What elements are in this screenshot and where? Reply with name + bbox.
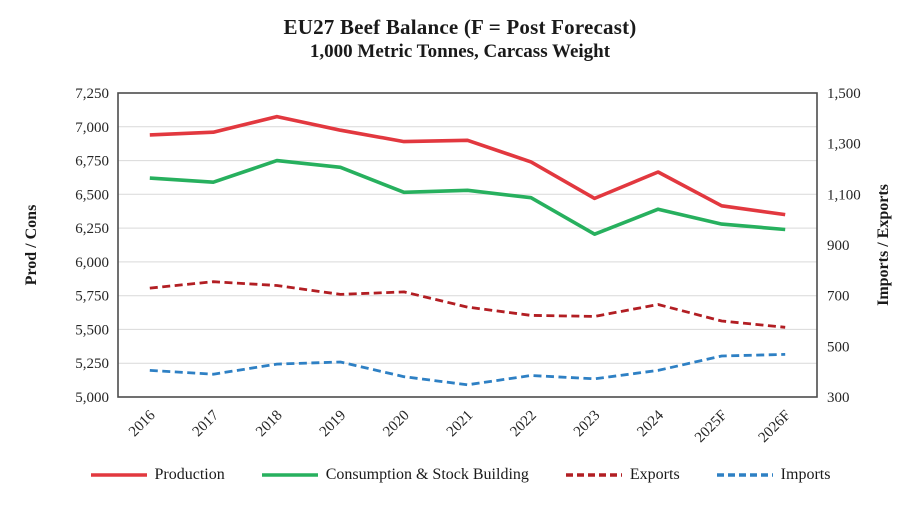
y-left-tick-label: 6,000 — [75, 255, 109, 271]
right-axis-title: Imports / Exports — [875, 184, 892, 306]
legend-swatch-icon — [261, 473, 318, 477]
legend-swatch-icon — [90, 473, 147, 477]
series-line-exports — [149, 280, 786, 329]
legend-label: Consumption & Stock Building — [325, 466, 529, 483]
x-tick-label: 2024 — [634, 407, 667, 440]
y-right-tick-label: 900 — [827, 238, 850, 254]
x-tick-label: 2016 — [126, 407, 159, 440]
x-tick-label: 2025F — [692, 408, 730, 446]
chart-title: EU27 Beef Balance (F = Post Forecast) — [283, 15, 637, 39]
x-tick-label: 2023 — [571, 408, 604, 441]
y-right-tick-label: 1,300 — [827, 137, 861, 153]
x-tick-label: 2019 — [317, 408, 350, 441]
y-left-tick-label: 5,500 — [75, 322, 109, 338]
plot-frame — [117, 92, 818, 398]
x-tick-label: 2022 — [507, 408, 540, 441]
y-left-tick-label: 6,500 — [75, 187, 109, 203]
x-tick-label: 2026F — [756, 408, 794, 446]
y-left-tick-label: 6,750 — [75, 154, 109, 170]
legend-label: Exports — [629, 466, 680, 483]
title-block: EU27 Beef Balance (F = Post Forecast) 1,… — [10, 14, 910, 64]
chart-subtitle: 1,000 Metric Tonnes, Carcass Weight — [309, 41, 611, 63]
y-right-tick-label: 500 — [827, 339, 850, 355]
y-left-tick-label: 5,000 — [75, 390, 109, 406]
x-tick-label: 2018 — [253, 408, 286, 441]
legend-item: Production — [90, 466, 225, 484]
y-right-tick-label: 1,500 — [827, 86, 861, 102]
y-left-tick-label: 6,250 — [75, 221, 109, 237]
legend-swatch-icon — [716, 473, 773, 477]
y-right-tick-label: 700 — [827, 289, 850, 305]
y-left-tick-label: 7,250 — [75, 86, 109, 102]
legend-label: Production — [154, 466, 225, 483]
series-line-imports — [149, 353, 786, 387]
legend-label: Imports — [780, 466, 831, 483]
y-right-tick-label: 1,100 — [827, 187, 861, 203]
y-left-tick-label: 5,750 — [75, 289, 109, 305]
y-left-tick-label: 7,000 — [75, 120, 109, 136]
left-axis-title: Prod / Cons — [23, 204, 40, 286]
legend-item: Imports — [716, 466, 831, 484]
legend-item: Consumption & Stock Building — [261, 466, 529, 484]
legend-swatch-icon — [565, 473, 622, 477]
x-tick-label: 2017 — [190, 407, 223, 440]
series-line-consumption-stock-building — [149, 158, 786, 236]
legend: Production Consumption & Stock Building Ex… — [0, 466, 920, 484]
x-tick-label: 2020 — [380, 408, 413, 441]
series-line-production — [149, 114, 786, 217]
y-right-tick-label: 300 — [827, 390, 850, 406]
y-left-tick-label: 5,250 — [75, 356, 109, 372]
x-tick-label: 2021 — [444, 408, 477, 441]
legend-item: Exports — [565, 466, 680, 484]
